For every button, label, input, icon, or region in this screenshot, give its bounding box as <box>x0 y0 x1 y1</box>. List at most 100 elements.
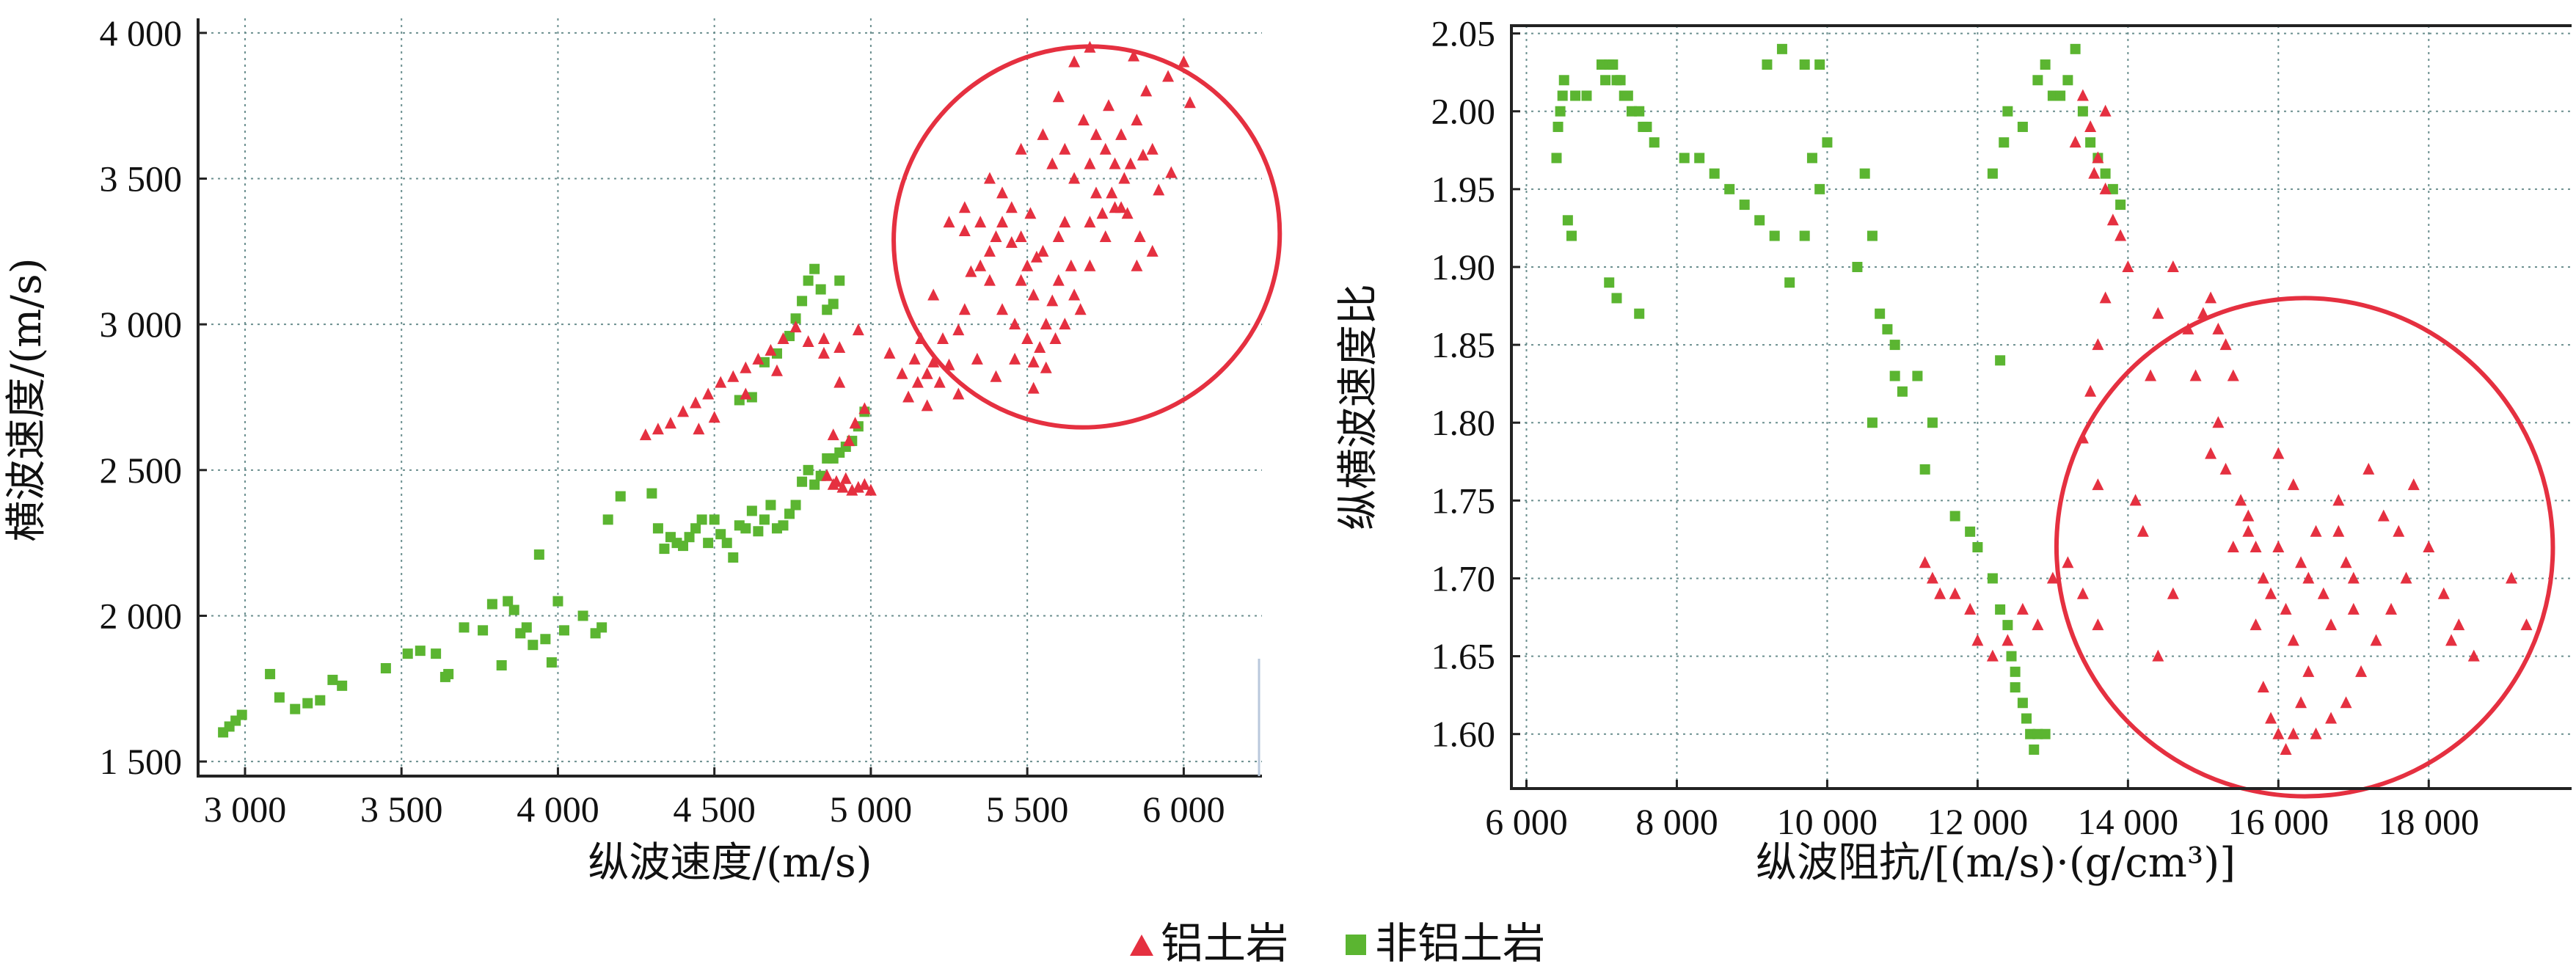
bauxite-point <box>921 367 933 379</box>
bauxite-point <box>971 352 983 365</box>
non-bauxite-point <box>1769 230 1780 241</box>
bauxite-point <box>1134 230 1146 242</box>
bauxite-point <box>839 472 852 484</box>
bauxite-point <box>1068 55 1081 67</box>
bauxite-point <box>996 303 1009 315</box>
bauxite-point <box>2287 634 2299 646</box>
bauxite-point <box>1074 303 1087 315</box>
bauxite-point <box>1115 128 1128 140</box>
y-tick-label: 3 000 <box>100 304 183 345</box>
non-bauxite-point <box>659 544 670 555</box>
bauxite-point <box>1021 259 1034 271</box>
non-bauxite-point <box>431 648 442 659</box>
bauxite-point <box>2393 524 2405 537</box>
bauxite-point <box>2242 509 2255 522</box>
x-tick-label: 6 000 <box>1142 789 1225 830</box>
non-bauxite-point <box>2070 43 2081 54</box>
bauxite-point <box>1027 355 1040 368</box>
bauxite-point <box>852 323 864 336</box>
non-bauxite-point <box>443 668 454 679</box>
bauxite-point <box>1124 157 1136 169</box>
non-bauxite-point <box>1859 168 1870 179</box>
non-bauxite-point <box>540 634 551 645</box>
bauxite-point <box>1106 186 1118 199</box>
bauxite-point <box>990 370 1002 382</box>
y-tick-label: 1.75 <box>1431 480 1496 521</box>
bauxite-point <box>1024 207 1037 219</box>
non-bauxite-point <box>1604 277 1615 288</box>
bauxite-point <box>2302 571 2315 584</box>
non-bauxite-point <box>684 532 695 543</box>
bauxite-point <box>2137 524 2149 537</box>
y-tick-label: 1.90 <box>1431 246 1496 288</box>
bauxite-point <box>2084 384 2097 397</box>
non-bauxite-point <box>2010 666 2021 677</box>
bauxite-point <box>1040 361 1052 373</box>
non-bauxite-point <box>2062 75 2073 86</box>
non-bauxite-point <box>1557 90 1568 101</box>
non-bauxite-point <box>1581 90 1592 101</box>
bauxite-point <box>715 376 727 388</box>
bauxite-point <box>2242 524 2255 537</box>
y-tick-label: 2 000 <box>100 595 183 636</box>
bauxite-point <box>2265 587 2277 599</box>
bauxite-point <box>2227 369 2239 381</box>
bauxite-point <box>983 172 996 184</box>
non-bauxite-point <box>1724 183 1735 194</box>
non-bauxite-point <box>1882 323 1893 334</box>
non-bauxite-point <box>1875 308 1886 319</box>
non-bauxite-point <box>1814 183 1825 194</box>
bauxite-point <box>2182 322 2194 334</box>
bauxite-point <box>1030 250 1043 263</box>
non-bauxite-point <box>759 356 770 368</box>
bauxite-point <box>927 288 940 301</box>
bauxite-point <box>1118 172 1131 184</box>
bauxite-point <box>958 303 971 315</box>
bauxite-point <box>974 216 987 228</box>
bauxite-point <box>2355 665 2368 677</box>
bauxite-point <box>2287 478 2299 491</box>
non-bauxite-point <box>1919 464 1930 475</box>
non-bauxite-point <box>596 622 607 633</box>
non-bauxite-point <box>809 479 820 490</box>
bauxite-point <box>2520 618 2533 631</box>
bauxite-point <box>1059 142 1071 155</box>
bauxite-point <box>965 265 977 277</box>
bauxite-point <box>2272 541 2285 553</box>
non-bauxite-point <box>496 660 507 671</box>
bauxite-point <box>2115 229 2127 241</box>
bauxite-point <box>1034 340 1046 353</box>
bauxite-point <box>1077 114 1090 126</box>
non-bauxite-point <box>528 640 539 651</box>
bauxite-point <box>2197 307 2209 319</box>
non-bauxite-point <box>459 622 470 633</box>
bauxite-point <box>2069 136 2081 148</box>
bauxite-point <box>937 332 949 345</box>
bauxite-point <box>2250 541 2262 553</box>
bauxite-point <box>708 411 720 423</box>
non-bauxite-point <box>803 275 814 286</box>
bauxite-point <box>1165 166 1178 178</box>
non-bauxite-point <box>1762 59 1773 70</box>
non-bauxite-point <box>1570 90 1581 101</box>
non-bauxite-point <box>327 674 338 685</box>
bauxite-point <box>727 370 740 382</box>
bauxite-point <box>677 405 690 417</box>
bauxite-point <box>2506 571 2518 584</box>
non-bauxite-point <box>315 695 326 706</box>
highlight-ellipse <box>891 44 1282 430</box>
bauxite-point <box>858 402 871 414</box>
bauxite-point <box>2250 618 2262 631</box>
non-bauxite-point <box>1709 168 1720 179</box>
left-y-axis-label: 横波速度/(m/s) <box>3 257 51 541</box>
bauxite-point <box>911 376 924 388</box>
bauxite-point <box>974 259 987 271</box>
bauxite-point <box>927 355 940 368</box>
non-bauxite-point <box>1999 137 2010 148</box>
x-tick-label: 8 000 <box>1635 801 1718 842</box>
bauxite-point <box>2205 447 2217 459</box>
bauxite-point <box>740 361 752 373</box>
non-bauxite-point <box>1987 168 1998 179</box>
bauxite-point <box>1090 186 1102 199</box>
non-bauxite-point <box>265 668 276 679</box>
